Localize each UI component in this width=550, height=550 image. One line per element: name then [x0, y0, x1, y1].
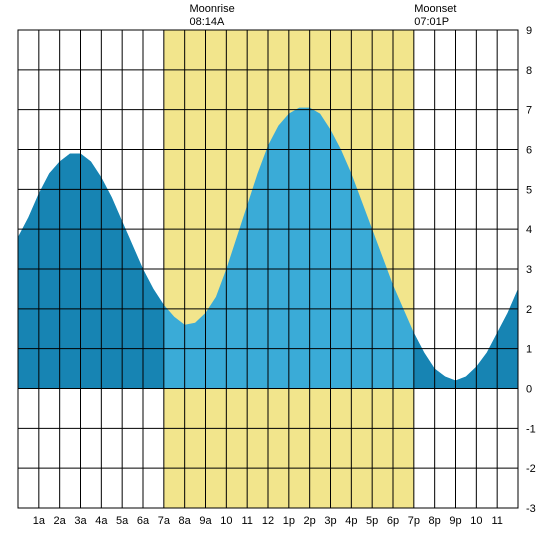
moonset-time: 07:01P [414, 16, 449, 28]
x-tick-label: 7a [158, 515, 171, 527]
y-tick-label: 2 [526, 304, 532, 316]
x-tick-label: 10 [220, 515, 232, 527]
x-tick-label: 10 [470, 515, 482, 527]
x-tick-label: 9a [199, 515, 212, 527]
x-tick-label: 12 [262, 515, 274, 527]
x-tick-label: 5a [116, 515, 129, 527]
x-tick-label: 1a [33, 515, 46, 527]
x-tick-label: 3p [324, 515, 336, 527]
moonset-label: Moonset [414, 3, 456, 15]
y-tick-label: -2 [526, 463, 536, 475]
y-tick-label: 9 [526, 25, 532, 37]
y-tick-label: -3 [526, 503, 536, 515]
x-tick-label: 6a [137, 515, 150, 527]
y-tick-label: 4 [526, 224, 532, 236]
y-tick-label: 6 [526, 145, 532, 157]
y-tick-label: 5 [526, 184, 532, 196]
y-tick-label: 8 [526, 65, 532, 77]
x-tick-label: 6p [387, 515, 399, 527]
x-tick-label: 9p [449, 515, 461, 527]
x-tick-label: 2a [54, 515, 67, 527]
y-tick-label: 3 [526, 264, 532, 276]
x-tick-label: 1p [283, 515, 295, 527]
x-tick-label: 2p [304, 515, 316, 527]
y-tick-label: 7 [526, 105, 532, 117]
x-tick-label: 8p [429, 515, 441, 527]
tide-chart: -3-2-101234567891a2a3a4a5a6a7a8a9a101112… [0, 0, 550, 550]
y-tick-label: 0 [526, 384, 532, 396]
y-tick-label: 1 [526, 344, 532, 356]
x-tick-label: 3a [74, 515, 87, 527]
x-tick-label: 4p [345, 515, 357, 527]
x-tick-label: 7p [408, 515, 420, 527]
x-tick-label: 8a [179, 515, 192, 527]
chart-svg: -3-2-101234567891a2a3a4a5a6a7a8a9a101112… [0, 0, 550, 550]
moonrise-time: 08:14A [189, 16, 225, 28]
x-tick-label: 4a [95, 515, 108, 527]
moonrise-label: Moonrise [189, 3, 234, 15]
x-tick-label: 11 [491, 515, 502, 527]
x-tick-label: 11 [241, 515, 252, 527]
y-tick-label: -1 [526, 423, 536, 435]
x-tick-label: 5p [366, 515, 378, 527]
